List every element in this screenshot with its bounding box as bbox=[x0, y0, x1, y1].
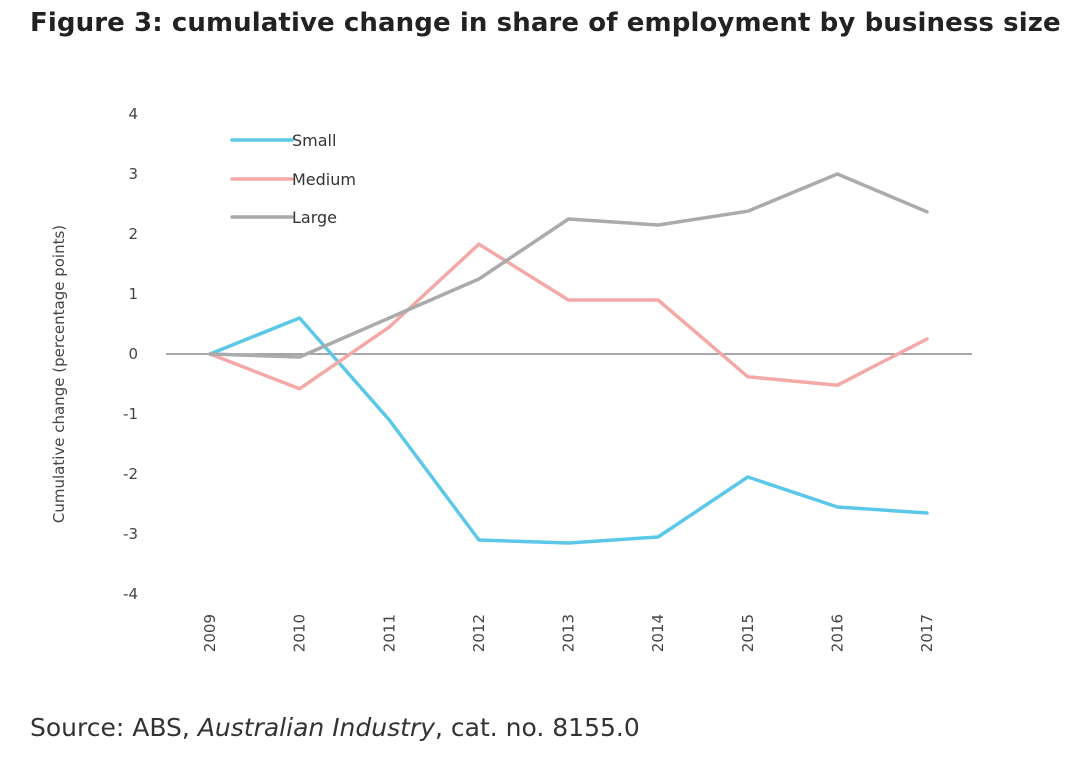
y-tick-labels: 4 3 2 1 0 -1 -2 -3 -4 bbox=[123, 105, 138, 603]
legend-label-small: Small bbox=[292, 131, 336, 150]
y-tick-label: 1 bbox=[128, 285, 138, 303]
legend-label-large: Large bbox=[292, 208, 337, 227]
source-suffix: , cat. no. 8155.0 bbox=[435, 713, 640, 742]
x-tick-label: 2010 bbox=[291, 614, 309, 652]
source-publication: Australian Industry bbox=[197, 713, 436, 742]
y-tick-label: 2 bbox=[128, 225, 138, 243]
series-lines bbox=[208, 172, 929, 545]
x-tick-label: 2015 bbox=[739, 614, 757, 652]
x-tick-label: 2012 bbox=[470, 614, 488, 652]
y-tick-label: -4 bbox=[123, 585, 138, 603]
x-tick-label: 2011 bbox=[380, 614, 398, 652]
x-tick-label: 2009 bbox=[201, 614, 219, 652]
series-line-small bbox=[208, 316, 929, 545]
y-tick-label: -3 bbox=[123, 525, 138, 543]
x-tick-labels: 2009 2010 2011 2012 2013 2014 2015 2016 2017 bbox=[201, 614, 936, 652]
x-tick-label: 2016 bbox=[828, 614, 846, 652]
y-tick-label: 4 bbox=[128, 105, 138, 123]
y-tick-label: -1 bbox=[123, 405, 138, 423]
figure-title: Figure 3: cumulative change in share of … bbox=[30, 8, 1061, 38]
x-tick-label: 2017 bbox=[918, 614, 936, 652]
y-axis-title: Cumulative change (percentage points) bbox=[50, 225, 68, 523]
legend: Small Medium Large bbox=[230, 131, 356, 227]
series-line-large bbox=[208, 172, 929, 359]
y-tick-label: -2 bbox=[123, 465, 138, 483]
y-tick-label: 0 bbox=[128, 345, 138, 363]
y-tick-label: 3 bbox=[128, 165, 138, 183]
source-note: Source: ABS, Australian Industry, cat. n… bbox=[30, 713, 640, 742]
source-prefix: Source: ABS, bbox=[30, 713, 198, 742]
x-tick-label: 2014 bbox=[649, 614, 667, 652]
series-line-medium bbox=[208, 242, 929, 391]
legend-label-medium: Medium bbox=[292, 170, 356, 189]
x-tick-label: 2013 bbox=[560, 614, 578, 652]
